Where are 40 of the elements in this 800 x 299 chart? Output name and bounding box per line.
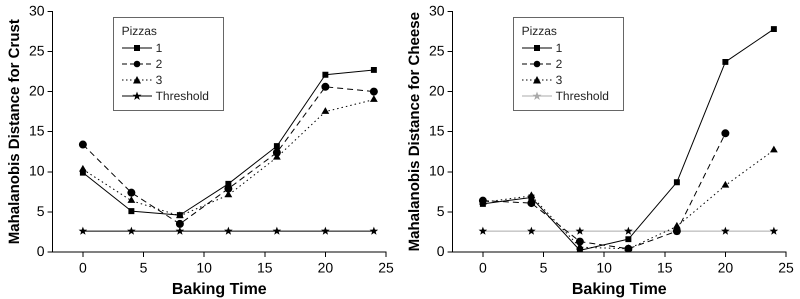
x-tick-label: 15: [256, 259, 273, 276]
y-axis-title: Mahalanobis Distance for Cheese: [406, 12, 424, 252]
legend-label: Threshold: [556, 89, 609, 104]
y-axis-title: Mahalanobis Distance for Crust: [6, 19, 24, 244]
y-tick-label: 25: [428, 42, 445, 58]
legend-label: 1: [156, 41, 162, 56]
y-tick-label: 5: [436, 202, 445, 219]
legend-title: Pizzas: [122, 24, 158, 38]
x-tick-label: 10: [596, 259, 612, 276]
legend-label: Threshold: [156, 89, 209, 104]
legend-label: 2: [556, 57, 562, 72]
x-tick-label: 25: [378, 259, 394, 276]
x-tick-label: 20: [318, 259, 334, 276]
y-tick-label: 20: [28, 82, 45, 98]
y-tick-label: 30: [28, 2, 45, 18]
x-tick-label: 20: [718, 259, 734, 276]
legend-title: Pizzas: [522, 24, 558, 38]
y-tick-label: 5: [36, 202, 45, 219]
x-tick-label: 0: [78, 259, 87, 276]
x-tick-label: 0: [478, 259, 487, 276]
x-tick-label: 5: [540, 259, 548, 276]
y-tick-label: 0: [436, 242, 445, 259]
y-tick-label: 30: [428, 2, 445, 18]
y-tick-label: 25: [28, 42, 45, 58]
y-tick-label: 15: [28, 122, 45, 139]
y-tick-label: 10: [428, 162, 445, 179]
y-tick-label: 0: [36, 242, 45, 259]
y-tick-label: 20: [428, 82, 445, 98]
y-tick-label: 15: [428, 122, 445, 139]
legend-label: 1: [556, 41, 562, 56]
x-tick-label: 5: [140, 259, 148, 276]
y-tick-label: 10: [28, 162, 45, 179]
legend-label: 3: [156, 73, 162, 88]
x-tick-label: 10: [196, 259, 212, 276]
x-tick-label: 25: [778, 259, 794, 276]
legend-label: 2: [156, 57, 162, 72]
x-axis-title: Baking Time: [572, 280, 667, 298]
x-tick-label: 15: [656, 259, 673, 276]
legend-label: 3: [556, 73, 562, 88]
x-axis-title: Baking Time: [172, 280, 267, 298]
